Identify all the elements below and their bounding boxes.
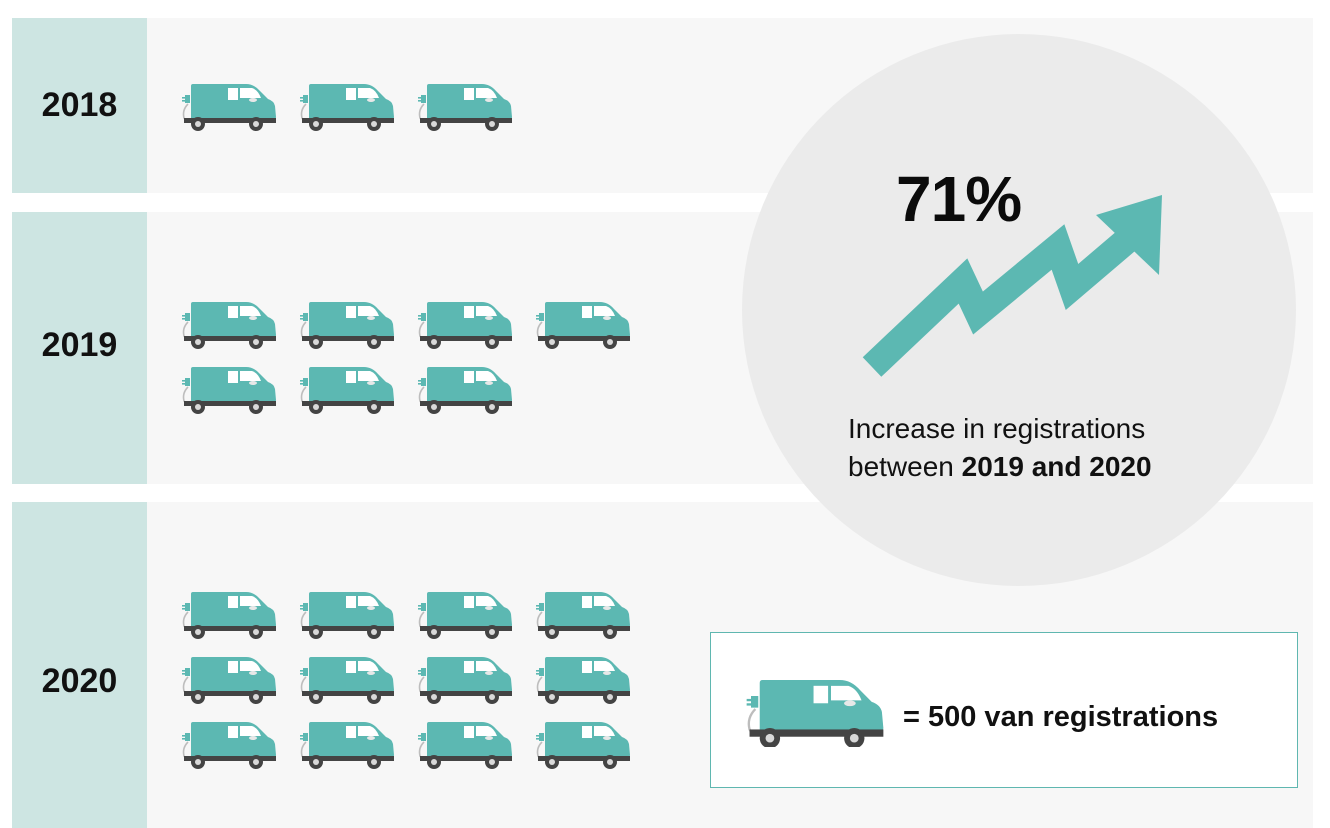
year-label-2019: 2019 [41, 326, 118, 364]
van-icon-2020-11 [418, 722, 512, 769]
year-column [12, 18, 147, 193]
increase-caption: Increase in registrations between 2019 a… [848, 410, 1248, 486]
van-icon-2020-9 [182, 722, 276, 769]
van-icon-2019-3 [418, 302, 512, 349]
caption-between: between [848, 451, 954, 482]
van-icon-2020-4 [536, 592, 630, 639]
year-label-2018: 2018 [41, 86, 118, 124]
van-icon-2019-2 [300, 302, 394, 349]
year-column [12, 502, 147, 828]
van-icon-2018-3 [418, 84, 512, 131]
legend-box: = 500 van registrations [710, 632, 1298, 788]
year-label-2020: 2020 [41, 662, 118, 700]
van-icon-2019-6 [300, 367, 394, 414]
year-column [12, 212, 147, 484]
van-icon-2019-5 [182, 367, 276, 414]
electric-van-icon [746, 680, 884, 747]
van-icon-2020-10 [300, 722, 394, 769]
van-icon-2018-2 [300, 84, 394, 131]
van-icon-2019-4 [536, 302, 630, 349]
van-icon-2020-7 [418, 657, 512, 704]
caption-years: 2019 and 2020 [961, 451, 1152, 482]
trend-up-arrow-icon [862, 195, 1162, 377]
increase-callout-circle [742, 34, 1296, 586]
van-icon-2018-1 [182, 84, 276, 131]
van-icon-2020-12 [536, 722, 630, 769]
van-icon-2020-8 [536, 657, 630, 704]
increase-percentage: 71% [896, 163, 1022, 235]
van-icon-2019-7 [418, 367, 512, 414]
van-icon-2020-1 [182, 592, 276, 639]
caption-line-1: Increase in registrations [848, 413, 1146, 444]
van-icon-2020-3 [418, 592, 512, 639]
caption-line-2: between 2019 and 2020 [848, 448, 1248, 486]
legend-label: = 500 van registrations [903, 701, 1219, 733]
van-icon-2020-2 [300, 592, 394, 639]
van-icon-2019-1 [182, 302, 276, 349]
van-icon-2020-5 [182, 657, 276, 704]
van-icon-2020-6 [300, 657, 394, 704]
